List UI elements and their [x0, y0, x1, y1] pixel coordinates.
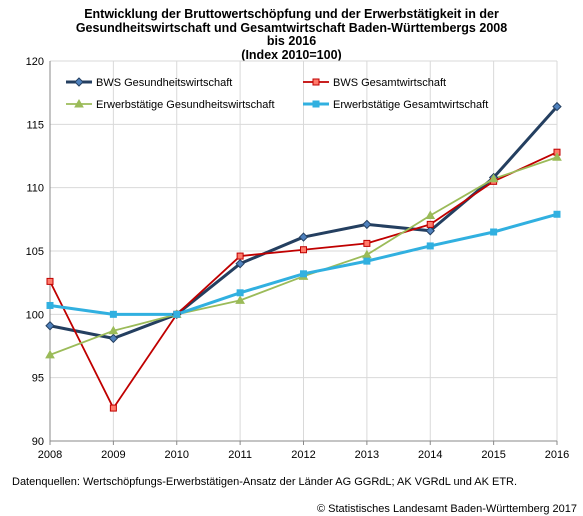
y-tick-label: 100 [26, 309, 44, 321]
data-point [300, 246, 307, 254]
x-tick-label: 2013 [355, 449, 379, 461]
data-point [109, 310, 117, 318]
x-tick-label: 2014 [418, 449, 442, 461]
data-point [46, 301, 54, 309]
data-source-note: Datenquellen: Wertschöpfungs-Erwerbstäti… [12, 476, 518, 488]
x-tick-label: 2009 [101, 449, 125, 461]
data-point [236, 289, 244, 297]
data-point [552, 101, 562, 112]
x-tick-label: 2010 [165, 449, 189, 461]
data-point [45, 349, 55, 359]
data-point [490, 228, 498, 236]
title-line: (Index 2010=100) [241, 47, 342, 62]
data-point [235, 258, 245, 269]
data-point [236, 252, 244, 260]
x-tick-label: 2012 [291, 449, 315, 461]
legend-label: Erwerbstätige Gesundheitswirtschaft [96, 99, 275, 111]
data-point [363, 257, 371, 265]
data-point [298, 232, 309, 242]
copyright-note: © Statistisches Landesamt Baden-Württemb… [316, 503, 577, 515]
data-point [362, 249, 372, 259]
x-tick-label: 2011 [228, 449, 252, 461]
data-point [363, 239, 371, 247]
legend-label: BWS Gesundheitswirtschaft [96, 77, 232, 89]
y-tick-label: 110 [26, 183, 44, 195]
y-tick-label: 90 [32, 436, 44, 448]
data-point [425, 226, 435, 236]
data-point [312, 100, 320, 108]
x-tick-label: 2008 [38, 449, 62, 461]
data-point [312, 78, 320, 86]
data-point [108, 325, 119, 335]
legend-label: Erwerbstätige Gesamtwirtschaft [333, 99, 488, 111]
data-point [362, 219, 372, 230]
data-point [46, 277, 54, 285]
title-line: Gesundheitswirtschaft und Gesamtwirtscha… [75, 20, 508, 35]
line-chart: 90 95 100 105 110 115 120 2008 2009 2010 2011 2012 2… [26, 56, 570, 461]
x-tick-label: 2015 [481, 449, 505, 461]
data-point [426, 242, 434, 250]
data-point [552, 152, 562, 161]
y-tick-label: 105 [26, 246, 44, 258]
data-point [109, 404, 117, 412]
data-point [108, 333, 119, 344]
y-tick-label: 95 [32, 373, 44, 385]
x-tick-label: 2016 [545, 449, 569, 461]
data-point [300, 270, 307, 278]
data-point [173, 310, 181, 318]
data-point [45, 321, 55, 331]
data-point [553, 210, 561, 218]
data-point [488, 173, 499, 183]
data-point [425, 210, 436, 220]
y-tick-label: 120 [26, 56, 44, 68]
data-point [74, 77, 84, 87]
data-point [426, 220, 434, 228]
data-point [235, 295, 245, 304]
title-line: Entwicklung der Bruttowertschöpfung und … [84, 7, 499, 21]
data-point [74, 98, 84, 108]
y-tick-label: 115 [26, 119, 44, 131]
legend-label: BWS Gesamtwirtschaft [333, 77, 446, 89]
chart-title: Entwicklung der Bruttowertschöpfung und … [0, 7, 583, 62]
title-line: bis 2016 [266, 34, 317, 48]
